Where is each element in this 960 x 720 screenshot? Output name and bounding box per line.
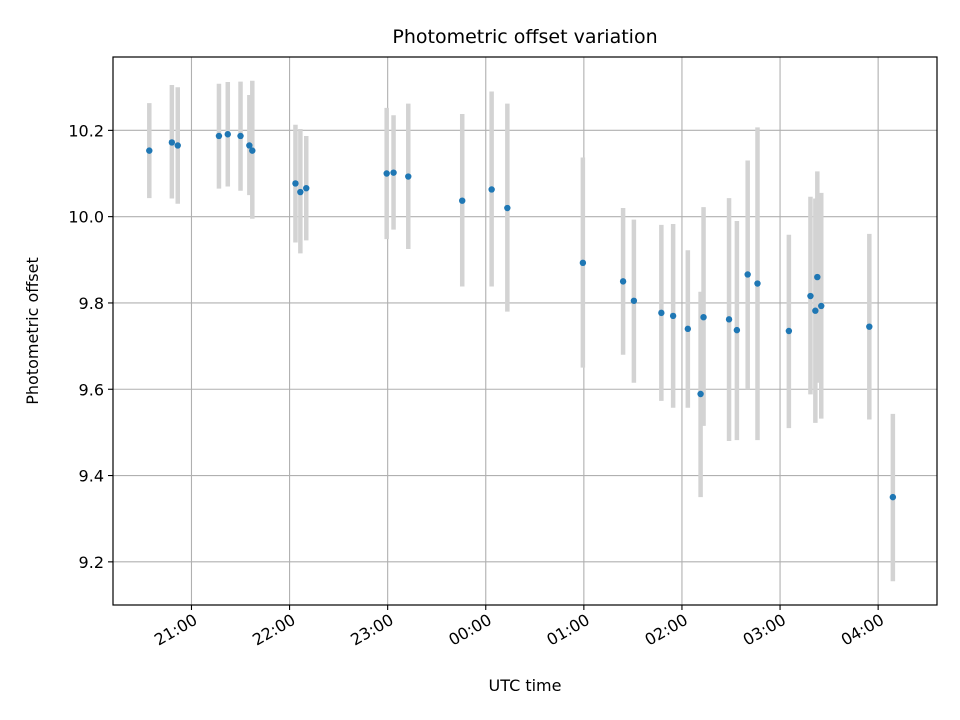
data-point xyxy=(733,326,741,334)
y-tick-label: 9.8 xyxy=(79,294,104,313)
data-point xyxy=(579,259,587,267)
data-point xyxy=(630,297,638,304)
data-point xyxy=(303,184,310,192)
y-tick-label: 10.2 xyxy=(68,121,104,140)
x-axis-title: UTC time xyxy=(489,676,562,695)
data-point xyxy=(812,307,819,314)
data-point xyxy=(725,316,733,323)
y-tick-label: 9.6 xyxy=(79,380,104,399)
data-point xyxy=(504,204,511,212)
data-point xyxy=(297,188,304,196)
data-point xyxy=(459,197,466,204)
data-point xyxy=(669,312,677,320)
data-point xyxy=(785,327,793,335)
data-point xyxy=(700,313,707,321)
data-point xyxy=(383,170,390,177)
data-point xyxy=(390,169,397,176)
data-point xyxy=(658,309,665,317)
data-point xyxy=(146,147,153,154)
data-point xyxy=(249,147,256,154)
y-tick-label: 10.0 xyxy=(68,208,104,227)
data-point xyxy=(292,180,299,187)
y-axis-title: Photometric offset xyxy=(23,257,42,405)
y-tick-label: 9.2 xyxy=(79,553,104,572)
data-points xyxy=(146,131,897,501)
data-point xyxy=(818,302,825,310)
y-tick-label: 9.4 xyxy=(79,467,104,486)
data-point xyxy=(246,142,253,149)
y-axis-ticks: 9.2 9.4 9.6 9.8 10.0 10.2 xyxy=(68,121,113,572)
data-point xyxy=(488,186,495,193)
data-point xyxy=(814,273,821,281)
data-point xyxy=(754,280,761,287)
data-point xyxy=(215,132,223,140)
data-point xyxy=(889,493,897,501)
data-point xyxy=(866,323,873,330)
data-point xyxy=(744,271,751,278)
data-point xyxy=(697,390,704,398)
data-point xyxy=(684,325,692,333)
data-point xyxy=(405,173,412,180)
data-point xyxy=(619,278,627,285)
data-point xyxy=(237,132,244,140)
data-point xyxy=(807,292,814,300)
data-point xyxy=(168,139,176,146)
plot-frame xyxy=(112,56,938,606)
data-point xyxy=(224,131,231,138)
chart-title: Photometric offset variation xyxy=(392,26,657,48)
data-point xyxy=(174,142,181,149)
